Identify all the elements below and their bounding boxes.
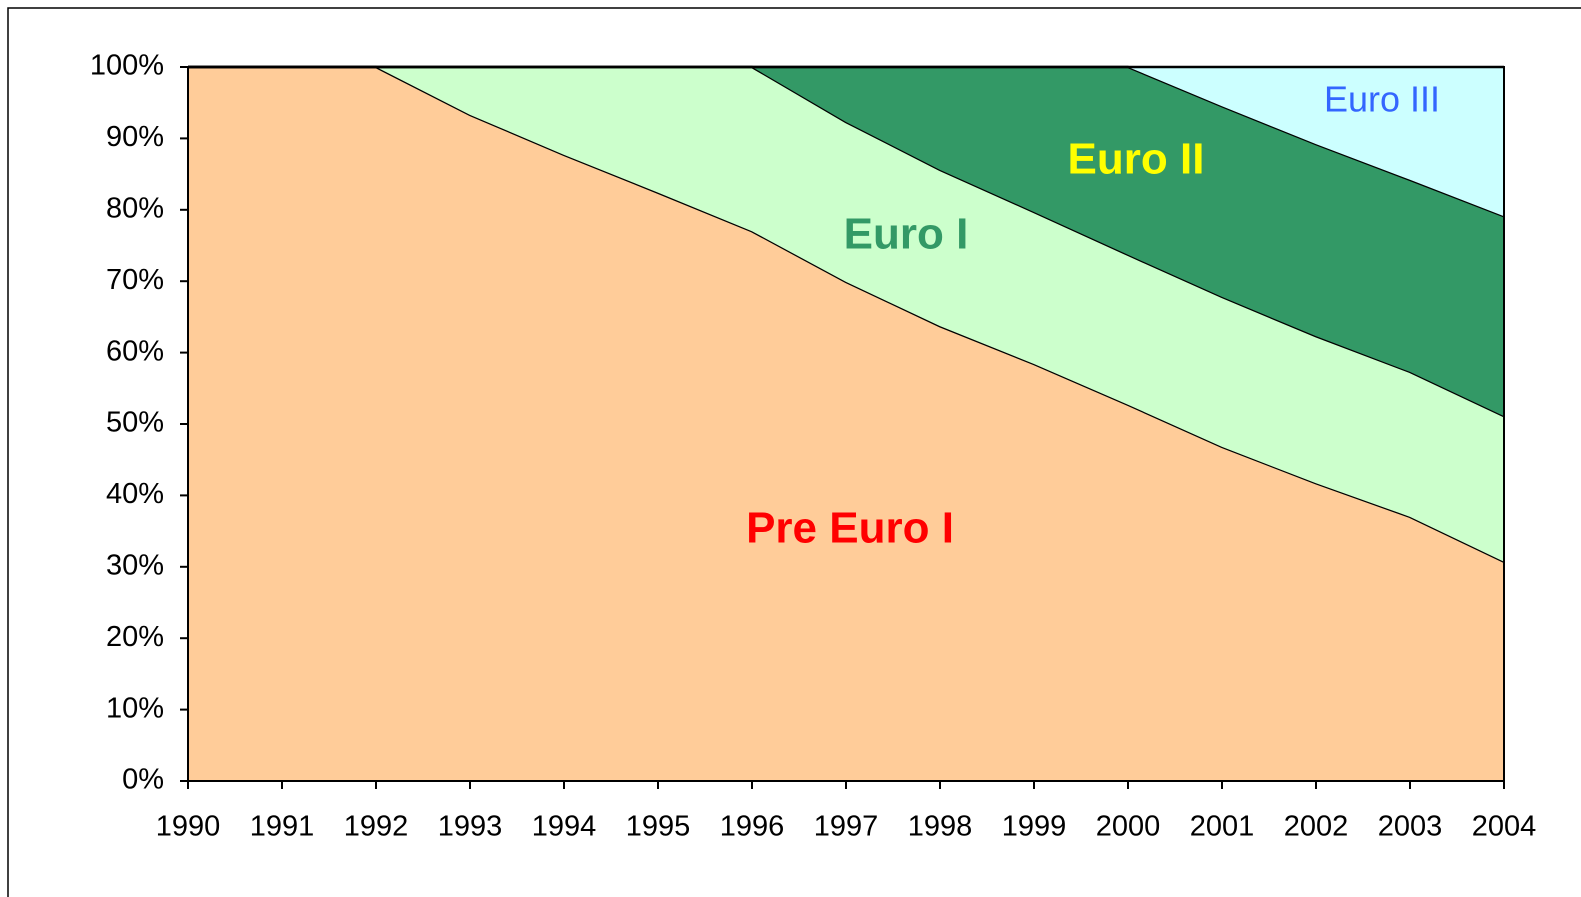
x-tick-label: 2003 <box>1378 811 1443 843</box>
x-tick-label: 1999 <box>1002 811 1067 843</box>
x-tick-label: 1992 <box>344 811 409 843</box>
y-tick-label: 90% <box>106 121 164 153</box>
area <box>188 67 1504 417</box>
y-tick-label: 60% <box>106 335 164 367</box>
x-tick-label: 1995 <box>626 811 691 843</box>
x-tick-label: 1996 <box>720 811 785 843</box>
y-tick-label: 50% <box>106 407 164 439</box>
area <box>188 67 1504 562</box>
series-label: Euro II <box>1068 135 1205 184</box>
y-tick-label: 80% <box>106 192 164 224</box>
x-tick-label: 1997 <box>814 811 879 843</box>
y-tick-label: 100% <box>90 50 164 82</box>
y-tick-label: 30% <box>106 549 164 581</box>
y-tick-label: 70% <box>106 264 164 296</box>
x-tick-label: 1991 <box>250 811 315 843</box>
x-tick-label: 1993 <box>438 811 503 843</box>
x-tick-label: 2002 <box>1284 811 1349 843</box>
series-label: Euro III <box>1324 79 1440 120</box>
area <box>188 67 1504 781</box>
area <box>188 67 1504 217</box>
x-tick-label: 1998 <box>908 811 973 843</box>
series-label: Pre Euro I <box>746 504 954 553</box>
series-label: Euro I <box>844 210 969 259</box>
y-tick-label: 0% <box>122 764 164 796</box>
y-tick-label: 10% <box>106 692 164 724</box>
y-tick-label: 20% <box>106 621 164 653</box>
x-tick-label: 2000 <box>1096 811 1161 843</box>
x-tick-label: 2004 <box>1472 811 1537 843</box>
x-tick-label: 1994 <box>532 811 597 843</box>
x-tick-label: 2001 <box>1190 811 1255 843</box>
x-tick-label: 1990 <box>156 811 221 843</box>
y-tick-label: 40% <box>106 478 164 510</box>
